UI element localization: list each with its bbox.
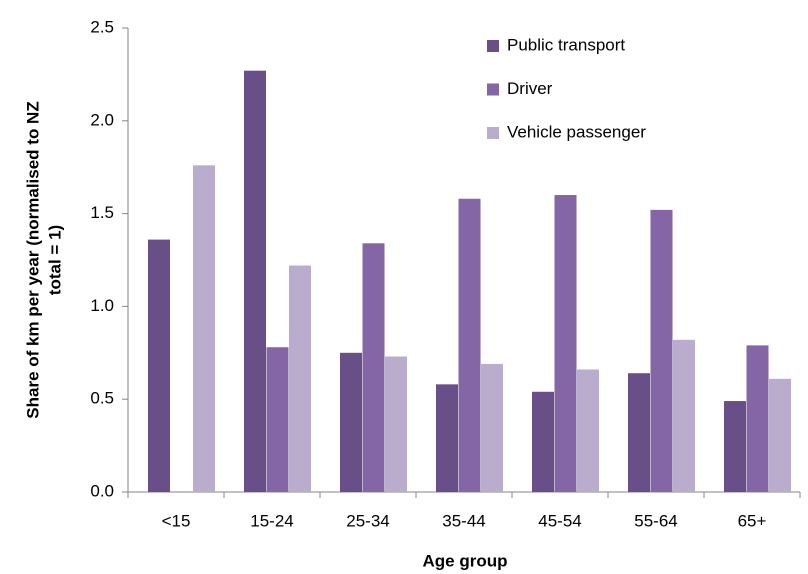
bar	[362, 243, 385, 492]
y-axis-title: Share of km per year (normalised to NZ t…	[23, 101, 64, 418]
legend-label: Public transport	[507, 35, 625, 54]
bar	[193, 165, 215, 492]
x-tick-label: <15	[162, 511, 191, 530]
y-tick-label: 2.5	[90, 17, 114, 36]
x-tick-label: 45-54	[538, 511, 581, 530]
bar	[244, 70, 266, 493]
bar	[628, 373, 650, 492]
legend-label: Vehicle passenger	[507, 122, 646, 141]
legend-swatch	[487, 127, 499, 139]
bar	[385, 356, 407, 492]
x-tick-label: 35-44	[442, 511, 485, 530]
legend-label: Driver	[507, 79, 553, 98]
bar	[769, 378, 791, 492]
y-tick-label: 1.0	[90, 296, 114, 315]
bar	[289, 265, 311, 492]
bar	[340, 352, 362, 492]
x-tick-label: 55-64	[634, 511, 677, 530]
bar	[481, 363, 503, 492]
bar	[746, 345, 769, 492]
y-tick-label: 0.5	[90, 389, 114, 408]
bar	[148, 239, 170, 492]
legend-swatch	[487, 40, 499, 52]
bar	[266, 347, 289, 492]
y-axis-title-line: Share of km per year (normalised to NZ	[23, 101, 42, 418]
bar	[458, 198, 481, 492]
bar	[577, 369, 599, 492]
y-axis-title-line: total = 1)	[45, 225, 64, 295]
x-tick-label: 25-34	[346, 511, 389, 530]
bar	[650, 209, 673, 492]
bar	[554, 195, 577, 493]
x-tick-label: 15-24	[250, 511, 293, 530]
y-tick-label: 2.0	[90, 110, 114, 129]
x-tick-label: 65+	[738, 511, 767, 530]
legend-swatch	[487, 83, 499, 96]
bar	[673, 339, 695, 492]
bar	[436, 384, 458, 492]
y-tick-label: 0.0	[90, 481, 114, 500]
x-axis-title: Age group	[423, 551, 508, 570]
y-tick-label: 1.5	[90, 203, 114, 222]
bar	[724, 401, 746, 492]
bar	[532, 391, 554, 492]
